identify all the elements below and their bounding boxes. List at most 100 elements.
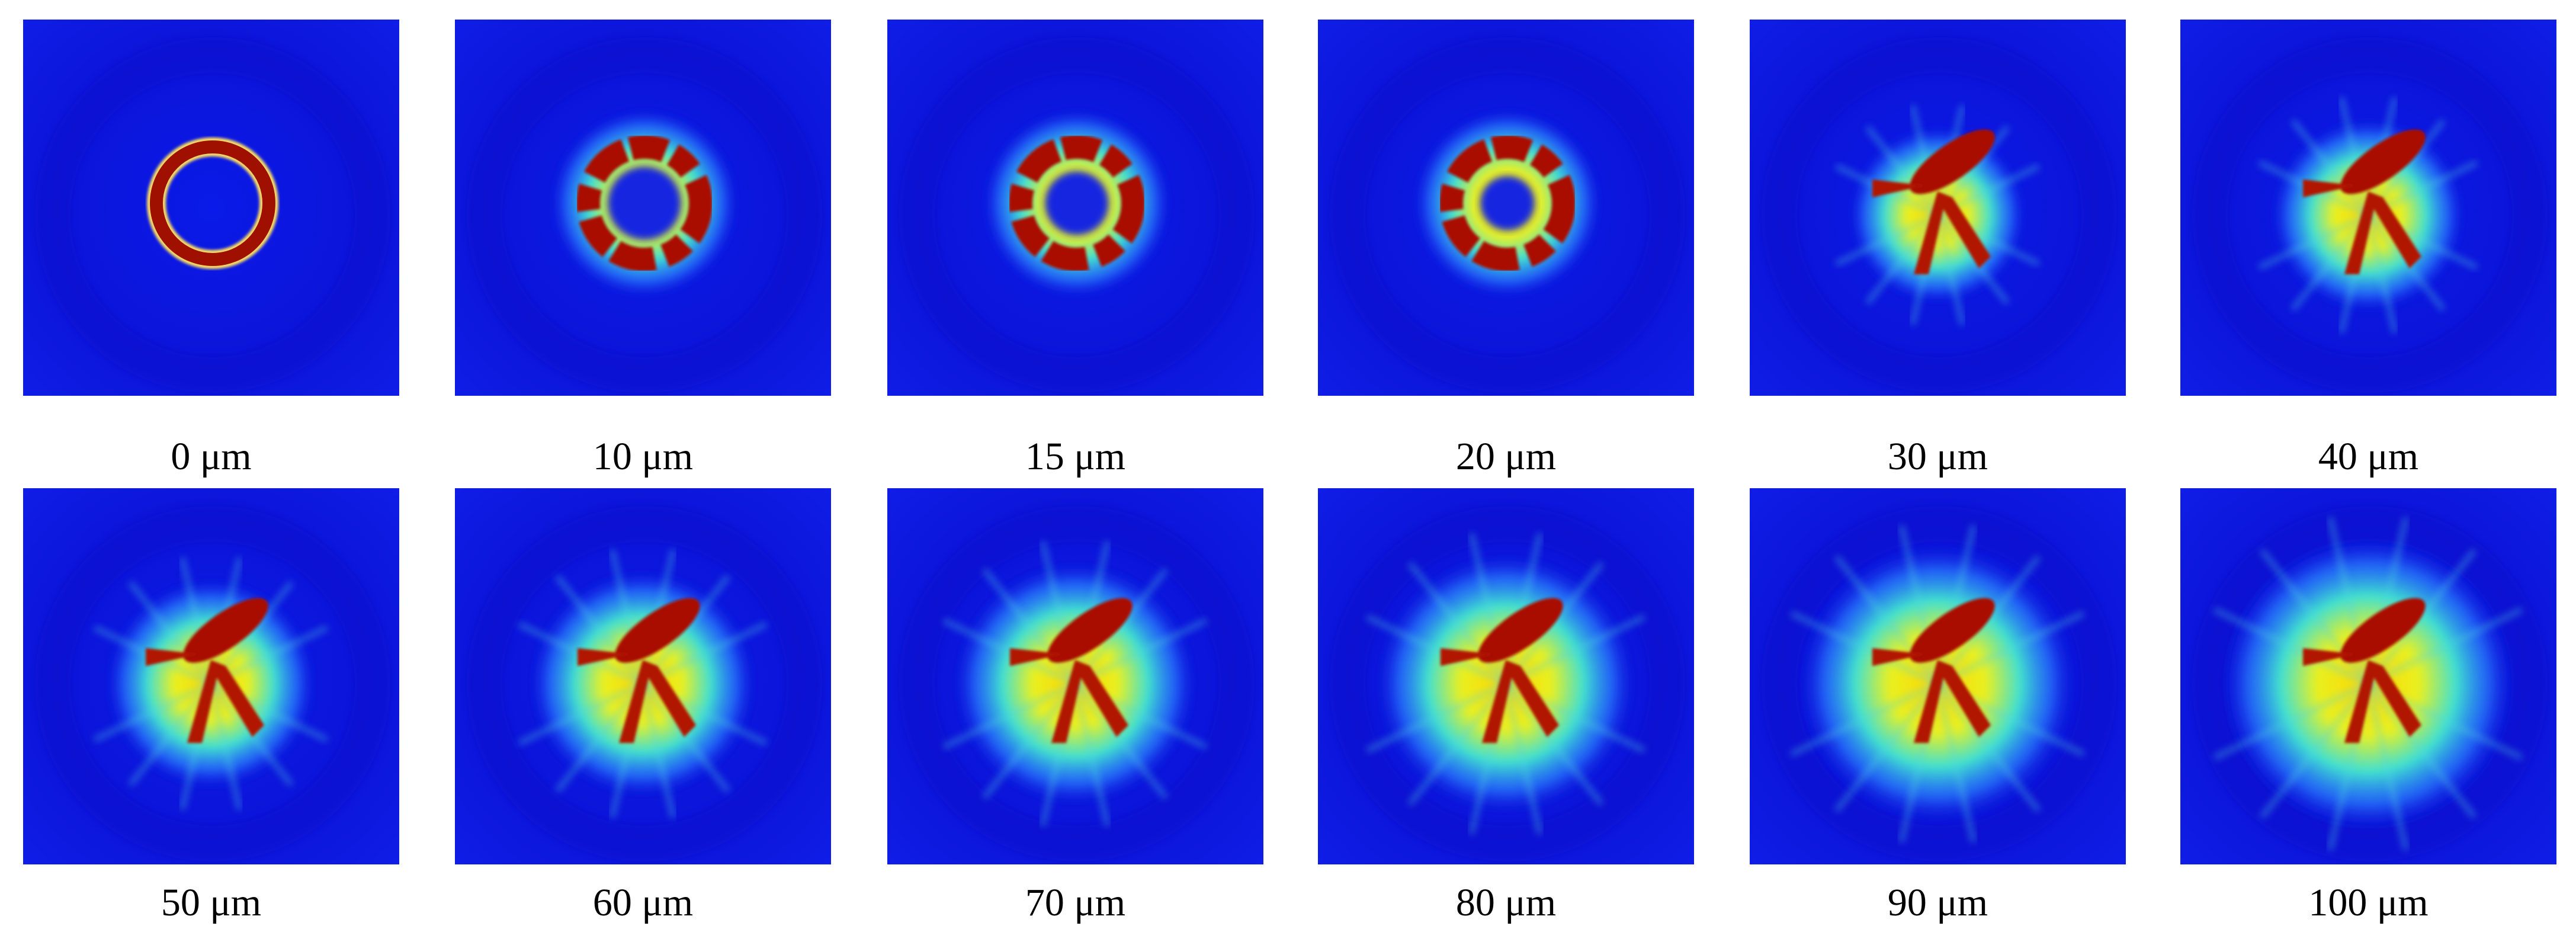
streak — [554, 574, 645, 686]
ring — [1439, 135, 1576, 271]
lower-lobes — [1914, 191, 1991, 274]
streak — [640, 681, 731, 793]
streak — [1936, 610, 2086, 687]
heatmap-image — [887, 488, 1263, 864]
lower-lobes — [1482, 660, 1559, 743]
lower-lobes — [187, 660, 264, 743]
streak — [942, 681, 1077, 750]
heatmap-image — [1318, 488, 1694, 864]
panel-label: 50 μm — [161, 881, 261, 924]
halo — [1330, 37, 1685, 393]
left-lobe — [1010, 648, 1063, 666]
halo — [899, 506, 1255, 861]
ring — [1009, 135, 1145, 271]
left-lobe — [2303, 180, 2356, 197]
heatmap-image — [1750, 488, 2126, 864]
streak — [128, 581, 213, 686]
left-lobe — [1872, 180, 1926, 197]
lower-lobes — [619, 660, 696, 743]
inner — [1045, 171, 1109, 235]
streak — [1503, 681, 1605, 806]
streak — [1504, 614, 1646, 687]
streak — [2366, 607, 2523, 687]
main-lobe — [183, 598, 268, 663]
streak — [1407, 561, 1508, 686]
streak — [1909, 104, 1940, 216]
streak — [1503, 683, 1543, 835]
streak — [93, 681, 213, 743]
streak — [1407, 681, 1508, 806]
panel-label: 80 μm — [1456, 881, 1556, 924]
heatmap-image — [887, 20, 1263, 396]
inner — [608, 166, 681, 240]
halo — [899, 37, 1255, 393]
streak — [1935, 213, 2010, 305]
background — [23, 20, 399, 396]
left-lobe — [1441, 648, 1494, 666]
heatmap-image — [2180, 488, 2556, 864]
streak — [1073, 681, 1169, 800]
ring — [576, 135, 713, 271]
heatmap-image — [1318, 20, 1694, 396]
streak — [2213, 607, 2370, 687]
streak — [1365, 681, 1507, 754]
panel-label: 0 μm — [171, 435, 251, 478]
streak — [1865, 125, 1940, 217]
streak — [2258, 212, 2370, 271]
streak — [2290, 213, 2370, 312]
streak — [208, 683, 243, 811]
main-lobe — [1910, 129, 1995, 194]
streak — [981, 681, 1077, 800]
panel-label: 70 μm — [1025, 881, 1125, 924]
streak — [128, 681, 213, 787]
streak — [554, 681, 645, 793]
streak — [1073, 617, 1208, 687]
halo — [467, 37, 822, 393]
streak — [1789, 681, 1939, 757]
ring — [150, 140, 275, 266]
halo — [2192, 37, 2548, 393]
streak — [1935, 681, 2041, 813]
panel-label: 60 μm — [593, 881, 693, 924]
streak — [2365, 683, 2409, 851]
panel-label: 30 μm — [1888, 435, 1988, 478]
streak — [2365, 517, 2409, 685]
streak — [1365, 614, 1507, 687]
streak — [981, 568, 1077, 686]
main-lobe — [615, 598, 700, 663]
streak — [1834, 681, 1940, 813]
heatmap-image — [455, 488, 831, 864]
panel-label: 10 μm — [593, 435, 693, 478]
heatmap-image — [23, 488, 399, 864]
streak — [1935, 214, 1966, 326]
streak — [1789, 610, 1939, 687]
streak — [2366, 213, 2446, 312]
left-lobe — [578, 648, 631, 666]
streak — [1865, 213, 1940, 305]
streak — [2213, 681, 2370, 761]
streak — [641, 621, 768, 687]
panel-label: 90 μm — [1888, 881, 1988, 924]
streak — [2259, 681, 2370, 819]
left-lobe — [1872, 648, 1926, 666]
streak — [2338, 97, 2371, 216]
main-lobe — [1478, 598, 1563, 663]
streak — [640, 683, 676, 819]
streak — [942, 617, 1077, 687]
inner — [1480, 176, 1535, 230]
streak — [517, 681, 644, 747]
halo — [1762, 37, 2117, 393]
streak — [1935, 524, 1977, 685]
left-lobe — [146, 648, 199, 666]
streak — [179, 557, 214, 685]
streak — [609, 549, 646, 685]
panel-label: 15 μm — [1025, 435, 1125, 478]
panel-label: 100 μm — [2308, 881, 2428, 924]
halo — [1330, 506, 1685, 861]
main-lobe — [1910, 598, 1995, 663]
streak — [1834, 212, 1939, 267]
heatmap-image — [1750, 20, 2126, 396]
heatmap-image — [455, 20, 831, 396]
